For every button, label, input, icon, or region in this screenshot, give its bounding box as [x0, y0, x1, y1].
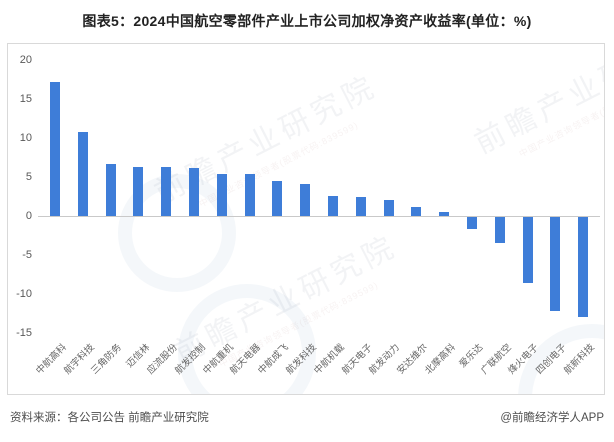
x-axis-label: 中航高科	[34, 342, 69, 377]
bar-广联航空	[494, 217, 505, 243]
x-axis-label: 中航机载	[312, 342, 347, 377]
bar-中航机载	[327, 195, 338, 216]
bar-应流股份	[161, 166, 172, 216]
y-tick-label: 0	[25, 210, 32, 222]
bar-航新科技	[578, 217, 589, 318]
chart-panel: 前瞻产业研究院 中国产业咨询领导者(股票代码:839599) 前瞻产业研究院 中…	[7, 43, 605, 395]
bar-三角防务	[105, 163, 116, 216]
watermark-brand: 前瞻产业研究院	[469, 43, 605, 161]
bar-航天电子	[355, 196, 366, 216]
bar-中航重机	[216, 173, 227, 216]
bar-航天电器	[244, 173, 255, 216]
source-note: 资料来源：各公司公告 前瞻产业研究院	[10, 412, 209, 424]
brand-note: @前瞻经济学人APP	[500, 412, 604, 424]
y-tick-label: 10	[19, 132, 32, 145]
bar-航宇科技	[77, 131, 88, 216]
y-tick-label: -5	[22, 248, 32, 261]
watermark-logo	[178, 284, 316, 394]
bar-烽火电子	[522, 217, 533, 284]
y-tick-label: 15	[19, 93, 32, 106]
y-tick-label: -15	[16, 326, 32, 339]
bar-安达维尔	[411, 207, 422, 216]
footer: 资料来源：各公司公告 前瞻产业研究院 @前瞻经济学人APP	[10, 409, 604, 425]
bar-航发控制	[188, 168, 199, 216]
watermark-text: 前瞻产业研究院 中国产业咨询领导者(股票代码:839599)	[450, 43, 605, 183]
bar-航发动力	[383, 200, 394, 216]
bar-北摩高科	[439, 212, 450, 216]
bar-中航成飞	[272, 180, 283, 216]
bar-四创电子	[550, 217, 561, 312]
bar-航发科技	[300, 184, 311, 216]
x-axis-label: 航新科技	[562, 342, 597, 377]
chart-title: 图表5：2024中国航空零部件产业上市公司加权净资产收益率(单位：%)	[82, 13, 532, 29]
bar-中航高科	[49, 82, 60, 216]
y-tick-label: 5	[25, 171, 32, 184]
x-axis-label: 航发科技	[284, 342, 319, 377]
x-axis-label: 北摩高科	[423, 342, 458, 377]
bar-迈信林	[133, 166, 144, 216]
x-axis-line	[38, 216, 600, 217]
y-tick-label: 20	[19, 54, 32, 67]
bar-爱乐达	[466, 217, 477, 229]
watermark-subtext: 中国产业咨询领导者(股票代码:839599)	[517, 69, 605, 160]
x-axis-label: 航发控制	[173, 342, 208, 377]
y-tick-label: -10	[16, 287, 32, 300]
